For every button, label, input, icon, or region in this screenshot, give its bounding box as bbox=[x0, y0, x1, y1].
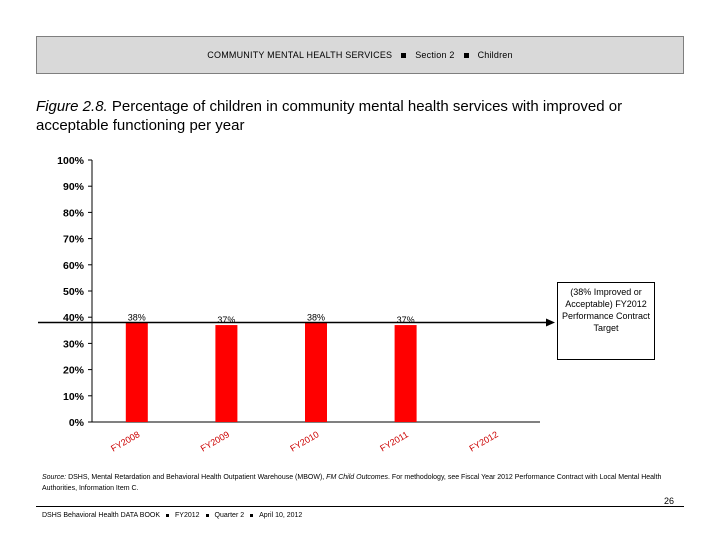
y-tick-label: 0% bbox=[69, 417, 85, 429]
square-bullet-icon bbox=[166, 514, 170, 517]
square-bullet-icon bbox=[401, 52, 407, 58]
square-bullet-icon bbox=[250, 514, 254, 517]
target-annotation-text: (38% Improved or Acceptable) FY2012 Perf… bbox=[561, 287, 651, 333]
y-tick-label: 100% bbox=[57, 155, 85, 167]
data-label: 38% bbox=[128, 312, 146, 322]
source-text: DSHS, Mental Retardation and Behavioral … bbox=[68, 474, 327, 481]
bar bbox=[305, 322, 327, 422]
data-label: 37% bbox=[217, 315, 235, 325]
figure-label: Figure 2.8. bbox=[36, 98, 108, 115]
bar bbox=[215, 325, 238, 422]
x-category-label: FY2009 bbox=[199, 429, 231, 453]
footer: DSHS Behavioral Health DATA BOOK FY2012 … bbox=[42, 512, 302, 519]
figure-title: Figure 2.8. Percentage of children in co… bbox=[36, 97, 676, 135]
y-tick-label: 30% bbox=[63, 338, 85, 350]
y-tick-label: 50% bbox=[63, 286, 85, 298]
target-annotation-box: (38% Improved or Acceptable) FY2012 Perf… bbox=[557, 282, 655, 360]
footer-date: April 10, 2012 bbox=[259, 512, 303, 519]
footer-book: DSHS Behavioral Health DATA BOOK bbox=[42, 512, 161, 519]
bar bbox=[125, 322, 148, 422]
square-bullet-icon bbox=[463, 52, 469, 58]
data-label: 38% bbox=[307, 312, 325, 322]
y-tick-label: 40% bbox=[63, 312, 85, 324]
page-number: 26 bbox=[664, 496, 675, 506]
y-tick-label: 70% bbox=[63, 234, 85, 246]
x-category-label: FY2010 bbox=[288, 429, 320, 453]
section-header-bar: COMMUNITY MENTAL HEALTH SERVICES Section… bbox=[36, 36, 684, 74]
y-tick-label: 10% bbox=[63, 391, 85, 403]
section-title: COMMUNITY MENTAL HEALTH SERVICES bbox=[207, 50, 393, 60]
source-text-continued: . For methodology, see Fiscal Year 2012 … bbox=[42, 474, 662, 492]
section-topic: Children bbox=[477, 50, 513, 60]
source-report-name: FM Child Outcomes bbox=[326, 474, 389, 481]
arrow-head-icon bbox=[546, 318, 555, 327]
y-tick-label: 60% bbox=[63, 260, 85, 272]
x-category-label: FY2011 bbox=[378, 429, 410, 453]
section-number: Section 2 bbox=[415, 50, 455, 60]
footer-quarter: Quarter 2 bbox=[214, 512, 245, 519]
y-tick-label: 20% bbox=[63, 365, 85, 377]
x-category-label: FY2008 bbox=[109, 429, 141, 453]
square-bullet-icon bbox=[205, 514, 209, 517]
x-category-label: FY2012 bbox=[468, 429, 500, 453]
figure-caption: Percentage of children in community ment… bbox=[36, 98, 623, 134]
y-tick-label: 90% bbox=[63, 181, 85, 193]
source-note: Source: DSHS, Mental Retardation and Beh… bbox=[42, 472, 682, 494]
y-tick-label: 80% bbox=[63, 207, 85, 219]
bar bbox=[394, 325, 417, 422]
footer-year: FY2012 bbox=[175, 512, 200, 519]
data-label: 37% bbox=[397, 315, 415, 325]
source-label: Source: bbox=[42, 474, 67, 481]
footer-divider bbox=[36, 506, 684, 507]
